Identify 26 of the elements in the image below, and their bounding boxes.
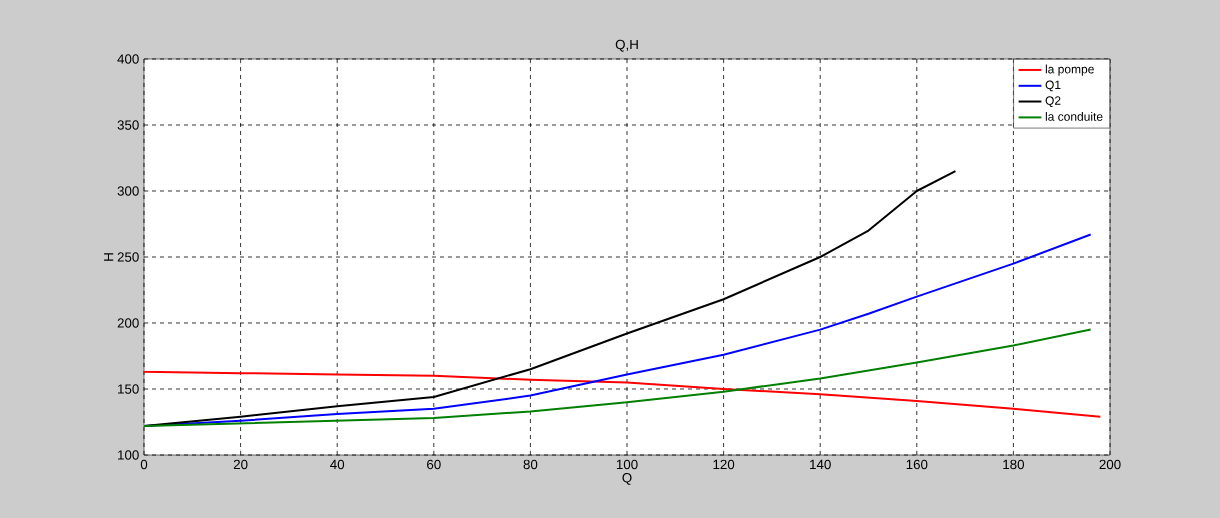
legend-label: Q1 [1045, 80, 1061, 92]
line-series [144, 370, 1102, 418]
legend-label: Q2 [1045, 96, 1061, 107]
x-tick-label: 0 [140, 459, 148, 470]
y-tick-label: 200 [117, 318, 139, 328]
x-tick-label: 140 [810, 459, 831, 470]
y-tick-label: 400 [117, 54, 139, 64]
y-tick-label: 100 [118, 450, 139, 460]
legend-label: la conduite [1045, 112, 1103, 121]
y-tick-label: 300 [117, 186, 139, 196]
x-tick-label: 80 [523, 459, 538, 470]
x-tick-label: 200 [1099, 459, 1121, 470]
x-tick-label: 20 [233, 459, 248, 470]
x-tick-label: 120 [713, 459, 735, 470]
y-tick-label: 150 [118, 384, 139, 394]
legend-label: la pompe [1045, 64, 1094, 76]
x-axis-title: Q [622, 472, 632, 485]
y-tick-label: 250 [117, 252, 139, 262]
y-tick-label: 350 [117, 120, 139, 130]
chart-title: Q,H [615, 39, 638, 52]
x-tick-label: 160 [906, 459, 928, 470]
y-axis-title: H [104, 253, 114, 261]
x-tick-label: 60 [427, 459, 441, 470]
x-tick-label: 180 [1003, 459, 1025, 470]
x-tick-label: 40 [330, 459, 345, 470]
x-tick-label: 100 [616, 459, 638, 470]
